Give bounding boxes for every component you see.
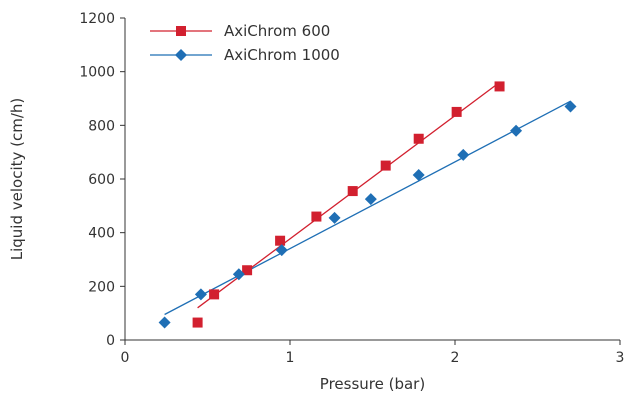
y-tick-label: 200 bbox=[88, 279, 115, 295]
point-axichrom-1000 bbox=[457, 148, 470, 161]
y-tick-label: 1200 bbox=[79, 11, 115, 27]
trendline-axichrom-1000 bbox=[164, 100, 571, 316]
x-tick-label: 0 bbox=[121, 350, 130, 366]
point-axichrom-1000 bbox=[564, 100, 577, 113]
axes bbox=[120, 17, 621, 345]
y-tick-label: 600 bbox=[88, 172, 115, 188]
point-axichrom-600 bbox=[275, 235, 286, 246]
point-axichrom-1000 bbox=[194, 288, 207, 301]
tick-labels: 0 200 400 600 800 1000 1200 0 1 2 3 bbox=[79, 11, 624, 366]
point-axichrom-1000 bbox=[328, 211, 341, 224]
legend: AxiChrom 600 AxiChrom 1000 bbox=[150, 22, 340, 64]
point-axichrom-600 bbox=[413, 133, 424, 144]
point-axichrom-600 bbox=[494, 81, 505, 92]
point-axichrom-1000 bbox=[412, 168, 425, 181]
legend-marker-axichrom-1000 bbox=[175, 49, 187, 61]
x-tick-label: 3 bbox=[616, 350, 624, 366]
y-tick-label: 0 bbox=[106, 333, 115, 349]
y-tick-label: 400 bbox=[88, 226, 115, 242]
legend-label-axichrom-1000: AxiChrom 1000 bbox=[224, 46, 340, 64]
point-axichrom-1000 bbox=[364, 193, 377, 206]
point-axichrom-600 bbox=[451, 106, 462, 117]
x-tick-label: 2 bbox=[451, 350, 460, 366]
point-axichrom-1000 bbox=[275, 244, 288, 257]
point-axichrom-600 bbox=[380, 160, 391, 171]
legend-label-axichrom-600: AxiChrom 600 bbox=[224, 22, 330, 40]
point-axichrom-600 bbox=[242, 265, 253, 276]
point-axichrom-1000 bbox=[510, 124, 523, 137]
point-axichrom-600 bbox=[311, 211, 322, 222]
x-tick-label: 1 bbox=[286, 350, 295, 366]
x-axis-label: Pressure (bar) bbox=[320, 375, 425, 393]
data-points bbox=[158, 81, 577, 329]
y-axis-label: Liquid velocity (cm/h) bbox=[8, 98, 26, 261]
point-axichrom-600 bbox=[192, 317, 203, 328]
point-axichrom-1000 bbox=[232, 268, 245, 281]
legend-marker-axichrom-600 bbox=[176, 26, 186, 36]
y-tick-label: 800 bbox=[88, 118, 115, 134]
y-tick-label: 1000 bbox=[79, 65, 115, 81]
point-axichrom-600 bbox=[347, 186, 358, 197]
point-axichrom-600 bbox=[209, 289, 220, 300]
point-axichrom-1000 bbox=[158, 316, 171, 329]
